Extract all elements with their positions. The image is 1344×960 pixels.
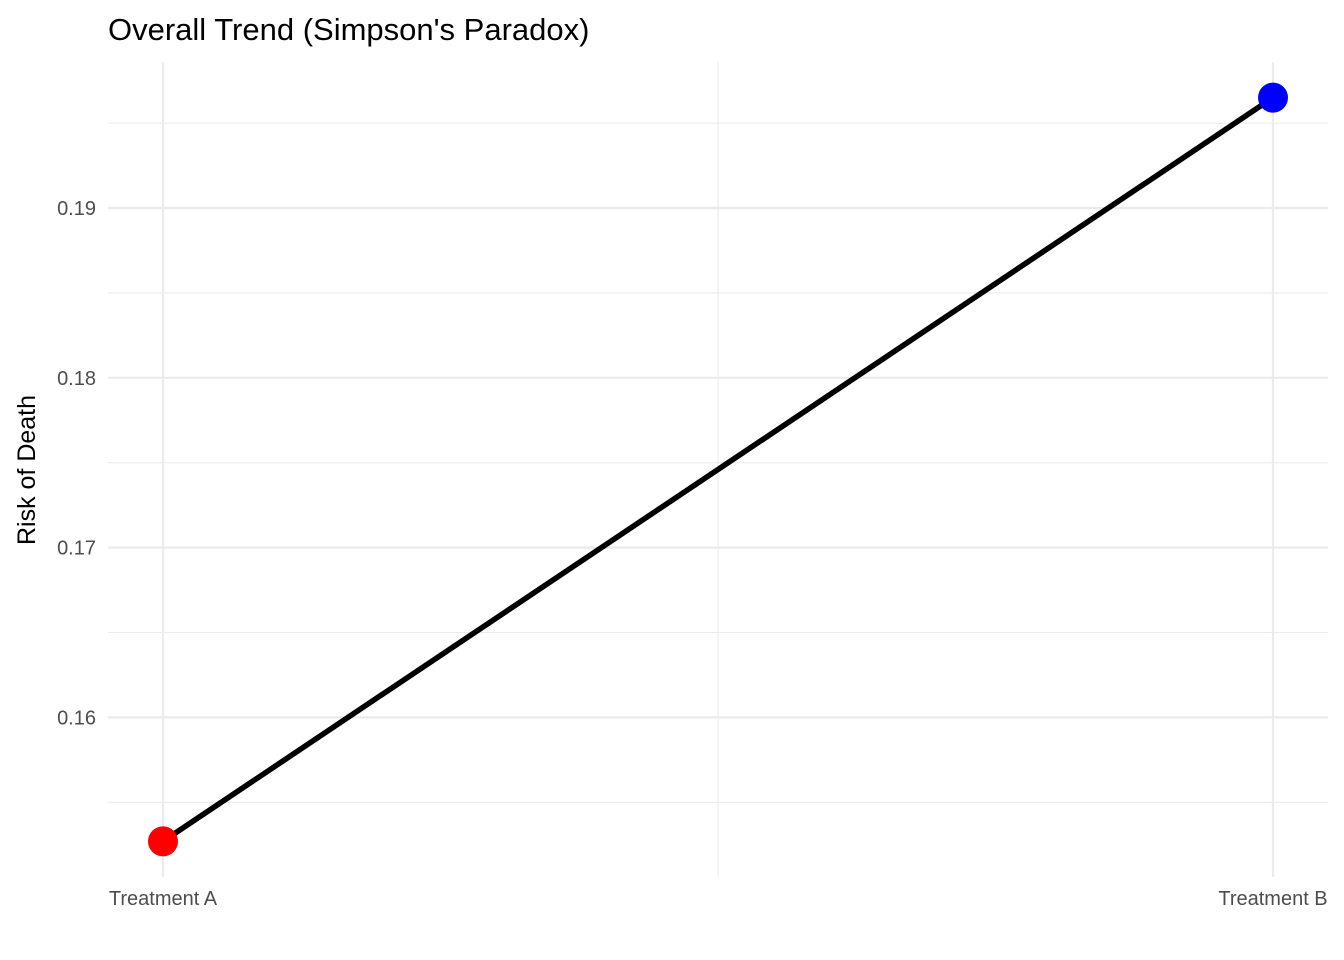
y-tick-label: 0.18 xyxy=(57,368,96,390)
x-tick-label: Treatment A xyxy=(109,888,218,910)
data-point xyxy=(148,826,178,857)
y-tick-label: 0.16 xyxy=(57,707,96,729)
x-axis-ticks: Treatment A Treatment B xyxy=(109,888,1328,910)
chart-title: Overall Trend (Simpson's Paradox) xyxy=(108,12,589,47)
y-tick-label: 0.19 xyxy=(57,198,96,220)
series xyxy=(148,82,1288,857)
data-point xyxy=(1258,82,1288,113)
trend-line xyxy=(161,95,1275,844)
y-axis-label: Risk of Death xyxy=(13,395,41,545)
y-axis-ticks: 0.16 0.17 0.18 0.19 xyxy=(57,198,96,729)
x-tick-label: Treatment B xyxy=(1218,888,1327,910)
y-tick-label: 0.17 xyxy=(57,538,96,560)
